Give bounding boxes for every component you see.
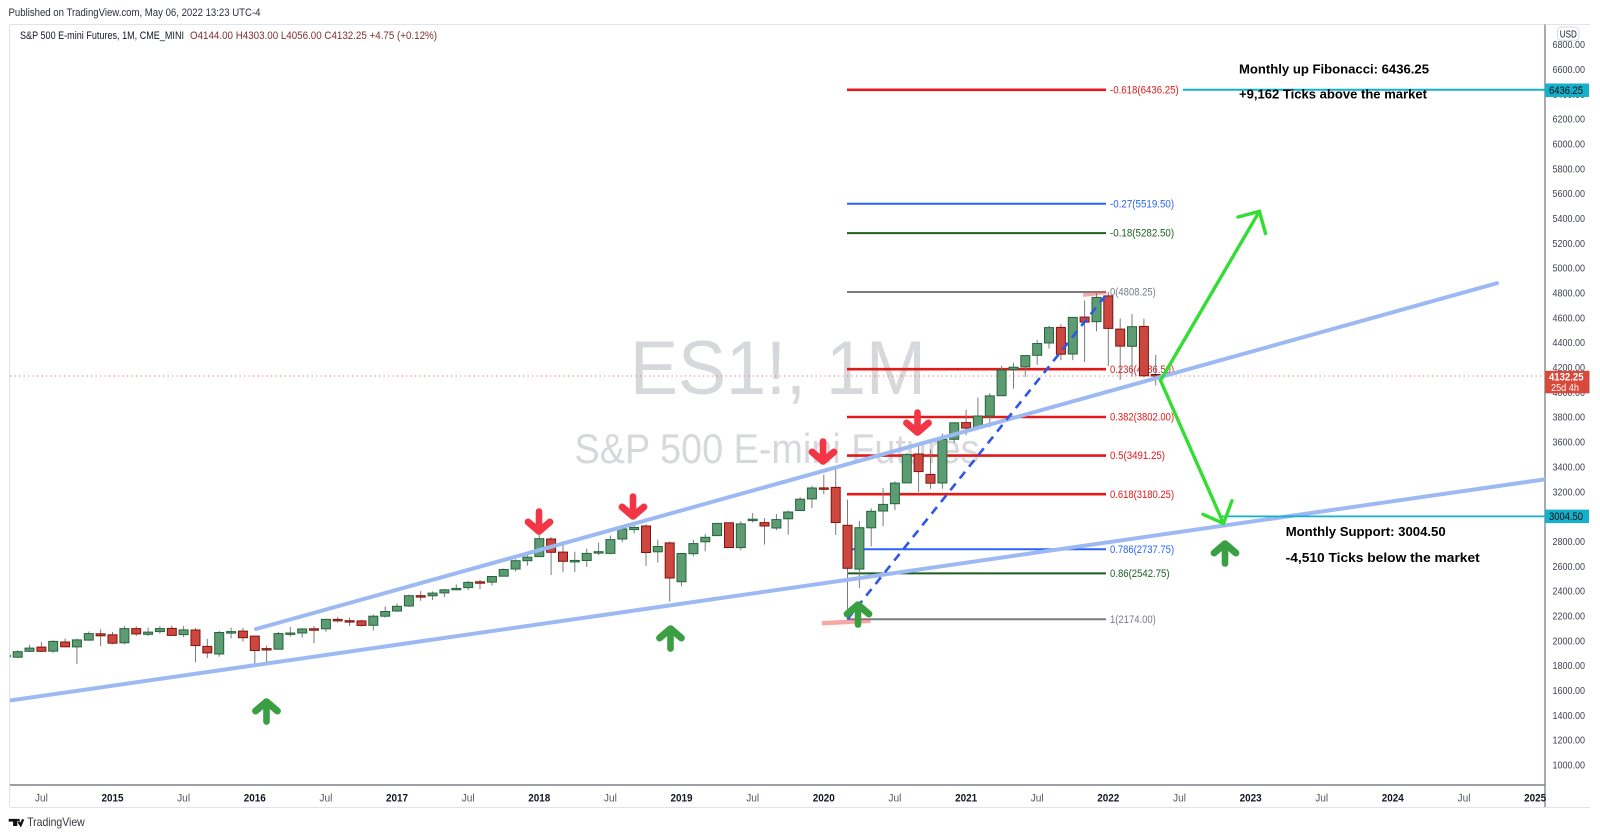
- svg-text:3200.00: 3200.00: [1553, 487, 1586, 498]
- svg-text:3400.00: 3400.00: [1553, 462, 1586, 473]
- svg-text:S&P 500 E-mini Futures: S&P 500 E-mini Futures: [575, 425, 980, 472]
- svg-text:2022: 2022: [1097, 793, 1119, 805]
- svg-text:USD: USD: [1560, 29, 1577, 40]
- svg-text:2018: 2018: [528, 793, 550, 805]
- svg-text:5800.00: 5800.00: [1553, 164, 1586, 175]
- svg-text:4000.00: 4000.00: [1553, 388, 1586, 399]
- svg-text:Jul: Jul: [462, 793, 475, 805]
- svg-text:4800.00: 4800.00: [1553, 289, 1586, 300]
- svg-text:Jul: Jul: [1031, 793, 1044, 805]
- svg-text:6200.00: 6200.00: [1553, 115, 1586, 126]
- svg-text:4200.00: 4200.00: [1553, 363, 1586, 374]
- svg-text:4400.00: 4400.00: [1553, 338, 1586, 349]
- svg-text:0.5(3491.25): 0.5(3491.25): [1110, 450, 1165, 462]
- svg-text:Published on TradingView.com,: Published on TradingView.com, May 06, 20…: [9, 7, 261, 19]
- svg-text:0.618(3180.25): 0.618(3180.25): [1110, 489, 1174, 501]
- svg-text:6000.00: 6000.00: [1553, 140, 1586, 151]
- svg-text:+9,162 Ticks above the market: +9,162 Ticks above the market: [1239, 87, 1428, 102]
- svg-text:1400.00: 1400.00: [1553, 711, 1586, 722]
- svg-text:Jul: Jul: [35, 793, 48, 805]
- svg-text:1800.00: 1800.00: [1553, 661, 1586, 672]
- svg-text:Jul: Jul: [319, 793, 332, 805]
- svg-text:Jul: Jul: [1458, 793, 1471, 805]
- svg-text:2020: 2020: [813, 793, 835, 805]
- svg-text:-0.618(6436.25): -0.618(6436.25): [1110, 84, 1179, 96]
- svg-text:4132.25: 4132.25: [1549, 372, 1584, 384]
- svg-text:Jul: Jul: [1315, 793, 1328, 805]
- svg-text:1000.00: 1000.00: [1553, 761, 1586, 772]
- svg-text:2024: 2024: [1382, 793, 1405, 805]
- svg-text:2017: 2017: [386, 793, 408, 805]
- svg-text:3600.00: 3600.00: [1553, 438, 1586, 449]
- svg-text:2019: 2019: [671, 793, 693, 805]
- svg-text:2600.00: 2600.00: [1553, 562, 1586, 573]
- svg-text:2015: 2015: [102, 793, 125, 805]
- svg-text:0.86(2542.75): 0.86(2542.75): [1110, 568, 1170, 580]
- svg-text:4600.00: 4600.00: [1553, 313, 1586, 324]
- svg-text:-4,510 Ticks below the market: -4,510 Ticks below the market: [1286, 550, 1481, 565]
- svg-text:2025: 2025: [1524, 793, 1547, 805]
- svg-text:0(4808.25): 0(4808.25): [1110, 287, 1156, 299]
- svg-text:0.382(3802.00): 0.382(3802.00): [1110, 412, 1174, 424]
- svg-text:3800.00: 3800.00: [1553, 413, 1586, 424]
- svg-text:6600.00: 6600.00: [1553, 65, 1586, 76]
- svg-text:2023: 2023: [1240, 793, 1262, 805]
- svg-text:Monthly up Fibonacci: 6436.25: Monthly up Fibonacci: 6436.25: [1239, 62, 1429, 77]
- svg-text:-0.18(5282.50): -0.18(5282.50): [1110, 228, 1174, 240]
- svg-text:5200.00: 5200.00: [1553, 239, 1586, 250]
- svg-text:0.786(2737.75): 0.786(2737.75): [1110, 544, 1174, 556]
- svg-text:TradingView: TradingView: [27, 816, 85, 829]
- svg-text:Jul: Jul: [177, 793, 190, 805]
- svg-text:3004.50: 3004.50: [1549, 511, 1583, 523]
- svg-text:25d 4h: 25d 4h: [1551, 383, 1579, 394]
- svg-text:5400.00: 5400.00: [1553, 214, 1586, 225]
- svg-text:6800.00: 6800.00: [1553, 40, 1586, 51]
- svg-text:2016: 2016: [244, 793, 266, 805]
- svg-text:-0.27(5519.50): -0.27(5519.50): [1110, 198, 1174, 210]
- svg-text:5000.00: 5000.00: [1553, 264, 1586, 275]
- svg-text:1(2174.00): 1(2174.00): [1110, 614, 1156, 626]
- svg-text:2000.00: 2000.00: [1553, 636, 1586, 647]
- svg-text:2800.00: 2800.00: [1553, 537, 1586, 548]
- svg-text:5600.00: 5600.00: [1553, 189, 1586, 200]
- svg-text:S&P 500 E-mini Futures, 1M, CM: S&P 500 E-mini Futures, 1M, CME_MINI: [20, 30, 184, 42]
- svg-text:2021: 2021: [955, 793, 978, 805]
- svg-text:Jul: Jul: [888, 793, 901, 805]
- svg-text:6436.25: 6436.25: [1549, 85, 1583, 97]
- svg-text:Jul: Jul: [1173, 793, 1186, 805]
- svg-text:2200.00: 2200.00: [1553, 612, 1586, 623]
- svg-text:Jul: Jul: [604, 793, 617, 805]
- svg-text:O4144.00 H4303.00 L4056.00: O4144.00 H4303.00 L4056.00 C4132.25 +4.7…: [190, 30, 437, 42]
- svg-text:Jul: Jul: [746, 793, 759, 805]
- svg-text:1600.00: 1600.00: [1553, 686, 1586, 697]
- svg-text:2400.00: 2400.00: [1553, 587, 1586, 598]
- svg-text:1200.00: 1200.00: [1553, 736, 1586, 747]
- svg-text:Monthly Support: 3004.50: Monthly Support: 3004.50: [1286, 524, 1446, 539]
